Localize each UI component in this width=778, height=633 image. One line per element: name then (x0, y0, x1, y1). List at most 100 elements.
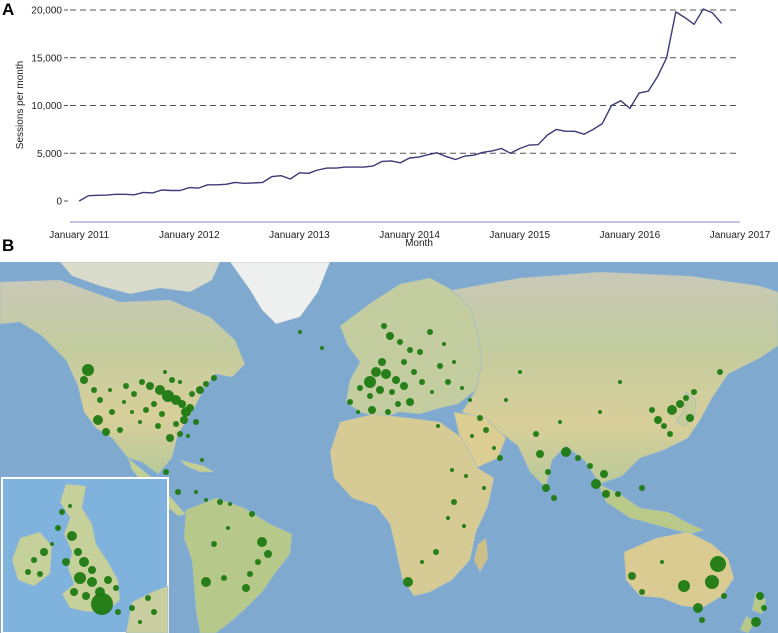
session-marker (357, 385, 363, 391)
session-marker (186, 434, 190, 438)
session-marker (247, 571, 253, 577)
session-marker (403, 577, 413, 587)
session-marker (193, 419, 199, 425)
session-marker (122, 400, 126, 404)
x-tick-label: January 2015 (489, 230, 550, 241)
session-marker (194, 490, 198, 494)
session-marker (417, 349, 423, 355)
session-marker (464, 474, 468, 478)
session-marker (91, 387, 97, 393)
session-marker (462, 524, 466, 528)
session-marker (602, 490, 610, 498)
session-marker (533, 431, 539, 437)
session-marker (113, 585, 119, 591)
session-marker (93, 415, 103, 425)
session-marker (226, 526, 230, 530)
session-marker (628, 572, 636, 580)
inset-british-isles (1, 477, 169, 633)
session-marker (203, 381, 209, 387)
session-marker (37, 571, 43, 577)
session-marker (87, 577, 97, 587)
session-marker (138, 620, 142, 624)
session-marker (442, 342, 446, 346)
session-marker (470, 434, 474, 438)
southeast-asia-shape (597, 483, 705, 535)
session-marker (143, 407, 149, 413)
session-marker (151, 401, 157, 407)
session-marker (561, 447, 571, 457)
session-marker (371, 367, 381, 377)
session-marker (211, 541, 217, 547)
session-marker (70, 588, 78, 596)
session-marker (108, 388, 112, 392)
session-marker (751, 617, 761, 627)
session-marker (62, 558, 70, 566)
session-marker (433, 549, 439, 555)
arctic-islands-shape (59, 262, 221, 295)
session-marker (368, 406, 376, 414)
session-marker (91, 593, 113, 615)
session-marker (146, 382, 154, 390)
session-marker (518, 370, 522, 374)
y-tick-label: 0 (56, 197, 62, 208)
session-marker (477, 415, 483, 421)
session-marker (381, 369, 391, 379)
world-map (0, 262, 778, 633)
session-marker (676, 400, 684, 408)
session-marker (129, 605, 135, 611)
session-marker (660, 560, 664, 564)
session-marker (347, 399, 353, 405)
x-tick-label: January 2012 (159, 230, 220, 241)
session-marker (82, 592, 90, 600)
session-marker (678, 580, 690, 592)
session-marker (255, 559, 261, 565)
session-marker (386, 332, 394, 340)
session-marker (151, 609, 157, 615)
session-marker (298, 330, 302, 334)
session-markers (25, 323, 767, 627)
session-marker (264, 550, 272, 558)
session-marker (217, 499, 223, 505)
y-tick-label: 20,000 (31, 6, 62, 17)
session-marker (155, 423, 161, 429)
session-marker (615, 491, 621, 497)
session-marker (761, 605, 767, 611)
session-marker (25, 569, 31, 575)
session-marker (419, 379, 425, 385)
session-marker (115, 609, 121, 615)
session-marker (389, 389, 395, 395)
session-marker (536, 450, 544, 458)
session-marker (693, 603, 703, 613)
inset-europe-shape (125, 585, 169, 633)
session-marker (67, 531, 77, 541)
session-marker (411, 369, 417, 375)
x-tick-label: January 2014 (379, 230, 440, 241)
session-marker (468, 398, 472, 402)
session-marker (397, 339, 403, 345)
panel-label-a: A (2, 0, 15, 19)
session-marker (406, 398, 414, 406)
y-tick-label: 10,000 (31, 101, 62, 112)
session-marker (31, 557, 37, 563)
session-marker (364, 376, 376, 388)
y-tick-label: 15,000 (31, 53, 62, 64)
session-marker (186, 404, 194, 412)
session-marker (551, 495, 557, 501)
session-marker (667, 431, 673, 437)
session-marker (59, 509, 65, 515)
session-marker (145, 595, 151, 601)
session-marker (211, 375, 217, 381)
session-marker (710, 556, 726, 572)
session-marker (587, 463, 593, 469)
session-marker (407, 347, 413, 353)
session-marker (221, 575, 227, 581)
session-marker (427, 329, 433, 335)
session-marker (200, 458, 204, 462)
session-marker (483, 427, 489, 433)
session-marker (691, 389, 697, 395)
session-marker (639, 485, 645, 491)
session-marker (558, 420, 562, 424)
x-tick-label: January 2011 (49, 230, 109, 241)
session-marker (430, 390, 434, 394)
